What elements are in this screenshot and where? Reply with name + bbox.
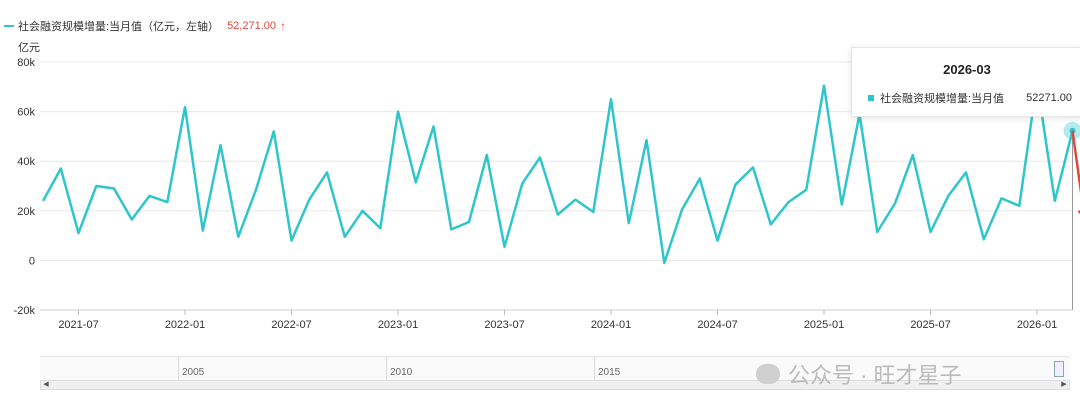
tooltip-series-label: 社会融资规模增量:当月值 bbox=[880, 93, 1005, 105]
chart-legend[interactable]: 社会融资规模增量:当月值（亿元，左轴） 52,271.00 ↑ bbox=[4, 18, 286, 34]
series-line bbox=[41, 80, 1074, 265]
series-layer bbox=[41, 80, 1074, 265]
up-arrow-icon: ↑ bbox=[280, 19, 286, 33]
navigator-divider bbox=[594, 357, 595, 381]
y-tick-label: 60k bbox=[17, 107, 35, 119]
navigator-label: 2010 bbox=[390, 367, 413, 378]
y-tick-label: 0 bbox=[29, 255, 35, 267]
red-arrow-head bbox=[1077, 210, 1080, 215]
highlight-layer bbox=[1063, 121, 1080, 310]
x-tick-label: 2024-07 bbox=[697, 319, 737, 331]
x-tick-label: 2022-01 bbox=[165, 319, 205, 331]
navigator-divider bbox=[386, 357, 387, 381]
line-chart[interactable]: 80k 60k 40k 20k 0 -20k 2021-07 2022-01 2022-07 20… bbox=[0, 0, 1080, 356]
x-tick-label: 2021-07 bbox=[58, 319, 98, 331]
tooltip-value: 52271.00 bbox=[1026, 92, 1072, 104]
tooltip-row: 社会融资规模增量:当月值 52271.00 bbox=[868, 90, 1072, 106]
y-tick-label: -20k bbox=[14, 305, 36, 317]
y-axis-unit: 亿元 bbox=[18, 41, 40, 54]
navigator-scrollbar[interactable]: ◀ ▶ bbox=[40, 380, 1070, 390]
scroll-left-icon[interactable]: ◀ bbox=[43, 381, 49, 388]
tooltip-date: 2026-03 bbox=[943, 62, 991, 77]
tooltip-series-marker bbox=[868, 95, 874, 101]
watermark-text: 公众号 · 旺才星子 bbox=[788, 363, 962, 388]
y-tick-label: 80k bbox=[17, 57, 35, 69]
x-tick-label: 2023-07 bbox=[484, 319, 524, 331]
x-tick-label: 2025-07 bbox=[910, 319, 950, 331]
red-arrow-shaft bbox=[1071, 130, 1080, 194]
y-tick-label: 40k bbox=[17, 156, 35, 168]
x-tick-label: 2026-01 bbox=[1017, 319, 1057, 331]
navigator-divider bbox=[178, 357, 179, 381]
x-tick-label: 2025-01 bbox=[804, 319, 844, 331]
navigator-label: 2005 bbox=[182, 367, 205, 378]
watermark: 公众号 · 旺才星子 bbox=[756, 358, 962, 390]
range-navigator[interactable]: 2005 2010 2015 bbox=[40, 356, 1070, 382]
axes: 80k 60k 40k 20k 0 -20k 2021-07 2022-01 2022-07 20… bbox=[14, 57, 1072, 331]
legend-series-label: 社会融资规模增量:当月值（亿元，左轴） bbox=[18, 21, 220, 33]
y-tick-label: 20k bbox=[17, 206, 35, 218]
wechat-icon bbox=[756, 364, 780, 384]
legend-line-marker bbox=[4, 25, 14, 27]
legend-latest-value: 52,271.00 bbox=[227, 20, 276, 32]
data-tooltip: 2026-03 社会融资规模增量:当月值 52271.00 bbox=[851, 47, 1080, 117]
x-tick-label: 2022-07 bbox=[271, 319, 311, 331]
scroll-right-icon[interactable]: ▶ bbox=[1061, 381, 1067, 388]
x-tick-label: 2023-01 bbox=[378, 319, 418, 331]
navigator-label: 2015 bbox=[598, 367, 621, 378]
x-tick-label: 2024-01 bbox=[591, 319, 631, 331]
navigator-handle[interactable] bbox=[1054, 361, 1064, 377]
